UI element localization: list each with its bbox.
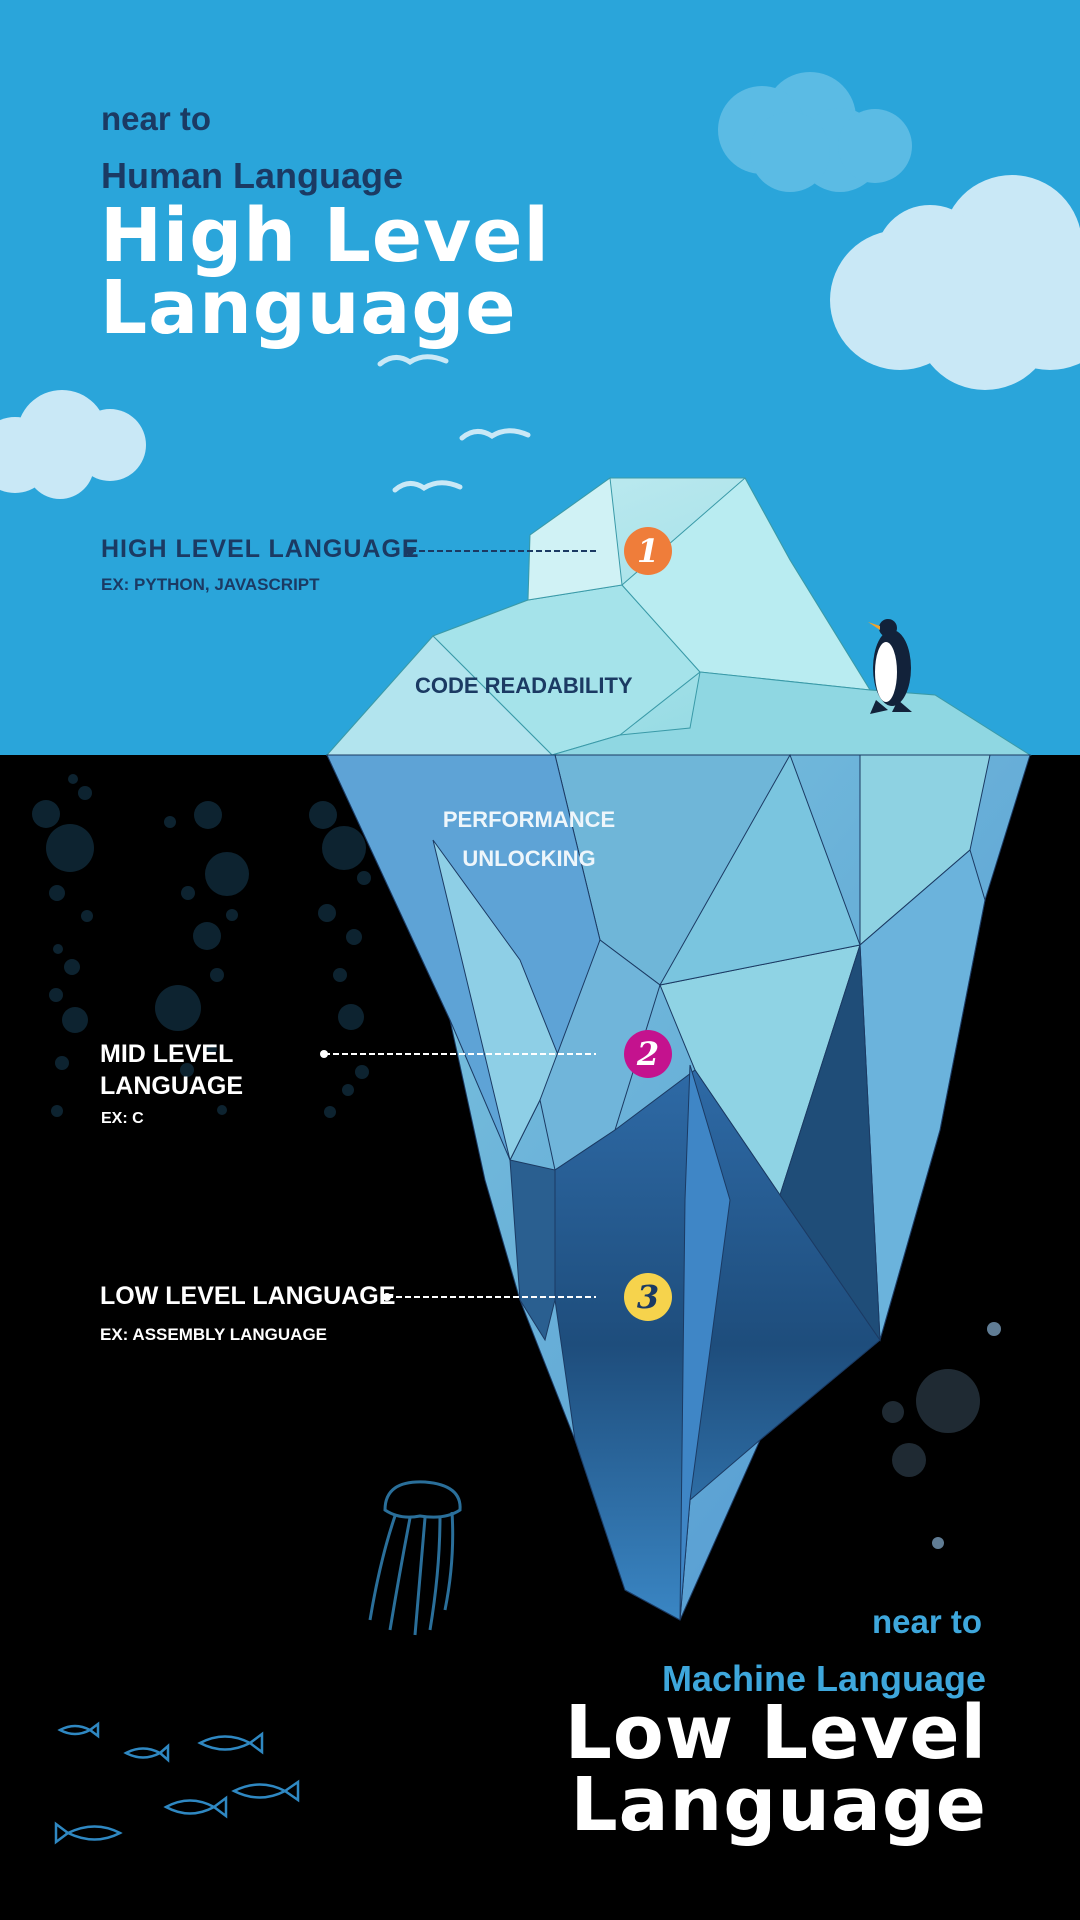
bottom-title-line-1: Low Level — [564, 1690, 987, 1776]
bubble-icon — [932, 1322, 1001, 1549]
low-level-example: EX: ASSEMBLY LANGUAGE — [100, 1325, 328, 1344]
cloud-icon — [718, 72, 912, 192]
jellyfish-icon — [368, 1480, 462, 1636]
performance-line: PERFORMANCE — [442, 807, 616, 832]
mid-level-example: EX: C — [101, 1110, 144, 1127]
bird-icon — [377, 354, 531, 493]
high-level-language-title: High Level Language — [100, 193, 550, 351]
connector-dot-2 — [320, 1050, 328, 1058]
near-to-human-label: near to — [101, 100, 212, 137]
low-level-label: LOW LEVEL LANGUAGE — [100, 1282, 396, 1310]
near-to-machine-label: near to — [871, 1603, 982, 1640]
level-1-badge: 1 — [624, 527, 672, 575]
mid-level-label: MID LEVEL LANGUAGE — [100, 1038, 243, 1102]
high-level-label: HIGH LEVEL LANGUAGE — [101, 535, 420, 563]
cloud-icon — [830, 175, 1080, 390]
low-level-language-title: Low Level Language — [564, 1690, 987, 1848]
performance-unlocking-label: PERFORMANCE UNLOCKING — [420, 800, 638, 878]
cloud-icon — [0, 390, 146, 499]
human-language-subtitle: Human Language — [101, 155, 404, 196]
iceberg-bottom — [326, 753, 1031, 1621]
fish-icon — [54, 1721, 300, 1845]
machine-language-subtitle: Machine Language — [661, 1658, 986, 1699]
iceberg-top — [325, 477, 1032, 756]
level-2-badge: 2 — [624, 1030, 672, 1078]
penguin-icon — [868, 619, 912, 714]
title-line-1: High Level — [100, 193, 550, 279]
connector-dot-1 — [406, 547, 414, 555]
high-level-example: EX: PYTHON, JAVASCRIPT — [101, 575, 320, 594]
level-3-badge: 3 — [624, 1273, 672, 1321]
mid-level-line-1: MID LEVEL — [100, 1040, 234, 1068]
bubble-icon — [32, 774, 371, 1118]
unlocking-line: UNLOCKING — [462, 846, 596, 871]
mid-level-line-2: LANGUAGE — [100, 1072, 244, 1100]
bubble-icon — [882, 1369, 980, 1477]
code-readability-label: CODE READABILITY — [415, 673, 633, 698]
title-line-2: Language — [100, 265, 517, 351]
bottom-title-line-2: Language — [570, 1762, 987, 1848]
connector-dot-3 — [383, 1293, 391, 1301]
